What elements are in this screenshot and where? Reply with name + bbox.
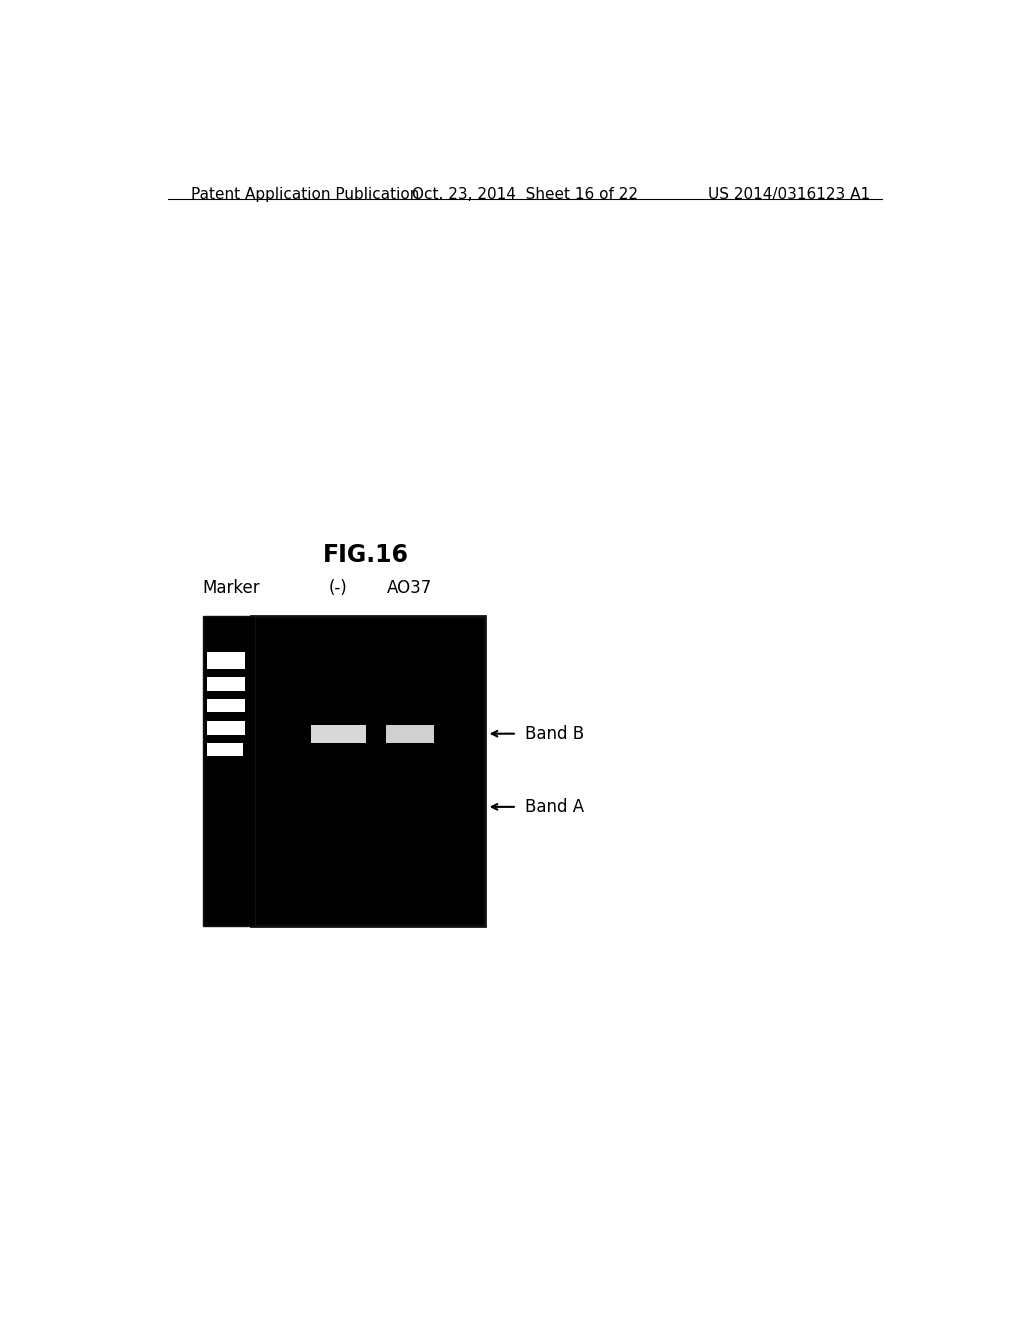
Bar	[207, 677, 246, 690]
Bar	[207, 700, 246, 713]
Bar	[207, 652, 246, 669]
Text: (-): (-)	[329, 579, 348, 598]
Text: Patent Application Publication: Patent Application Publication	[191, 187, 420, 202]
Text: Oct. 23, 2014  Sheet 16 of 22: Oct. 23, 2014 Sheet 16 of 22	[412, 187, 638, 202]
Bar	[310, 725, 367, 743]
Bar	[251, 615, 485, 925]
Bar	[207, 743, 243, 756]
Text: Band A: Band A	[524, 797, 584, 816]
Text: US 2014/0316123 A1: US 2014/0316123 A1	[708, 187, 870, 202]
Bar	[207, 722, 246, 735]
Bar	[204, 615, 255, 925]
Text: Band B: Band B	[524, 725, 584, 743]
Text: AO37: AO37	[387, 579, 432, 598]
Bar	[386, 725, 433, 743]
Text: FIG.16: FIG.16	[324, 543, 409, 568]
Text: Marker: Marker	[203, 579, 260, 598]
